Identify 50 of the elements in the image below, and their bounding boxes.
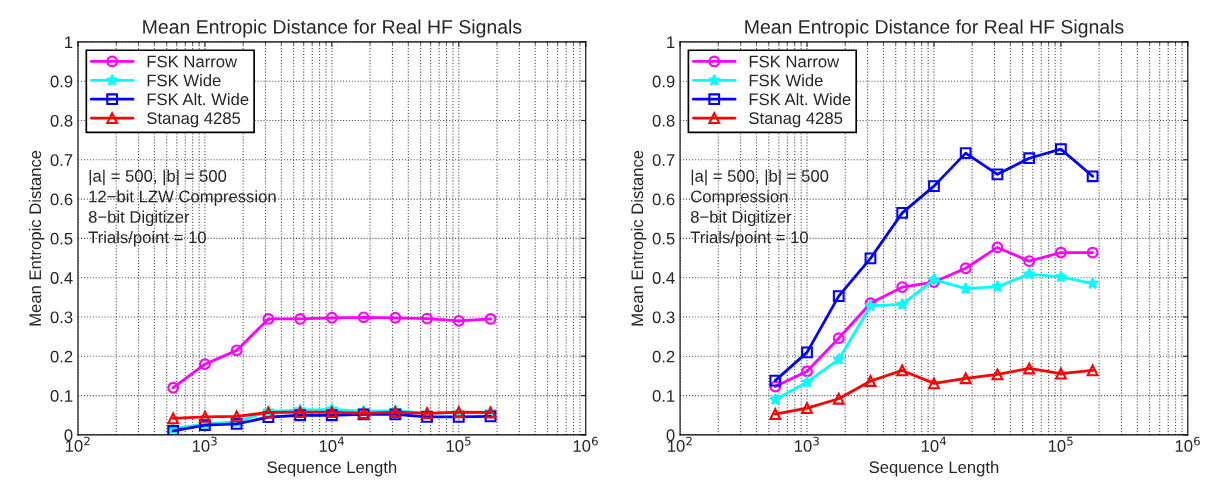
x-tick-label: 10$^{3}$	[794, 436, 819, 452]
annotation: 12−bit LZW Compression	[89, 190, 276, 206]
y-tick-label: 0.3	[652, 311, 675, 324]
x-axis-title: Sequence Length	[267, 460, 397, 477]
legend-label: FSK Alt. Wide	[749, 92, 851, 106]
chart-title: Mean Entropic Distance for Real HF Signals	[745, 19, 1124, 38]
legend-label: Stanag 4285	[749, 112, 843, 128]
y-tick-label: 0.5	[652, 232, 675, 245]
chart-title: Mean Entropic Distance for Real HF Signals	[143, 19, 522, 38]
y-tick-label: 0.8	[652, 114, 675, 127]
annotation: 8−bit Digitizer	[690, 210, 792, 227]
x-tick-label: 10$^{4}$	[319, 436, 344, 452]
x-tick-label: 10$^{5}$	[446, 436, 471, 452]
y-tick-label: 1	[667, 36, 675, 48]
legend-label: FSK Alt. Wide	[147, 92, 249, 106]
y-tick-label: 0.1	[652, 389, 675, 402]
legend-label: FSK Narrow	[749, 55, 840, 68]
legend-label: Stanag 4285	[147, 112, 241, 128]
x-tick-label: 10$^{4}$	[921, 436, 947, 452]
annotation: Trials/point = 10	[88, 231, 206, 247]
legend-label: FSK Wide	[749, 74, 823, 87]
legend-label: FSK Wide	[147, 74, 221, 87]
x-tick-label: 10$^{6}$	[573, 436, 598, 452]
y-tick-label: 0.8	[50, 114, 73, 127]
y-axis-title: Mean Entropic Distance	[630, 150, 647, 326]
annotation: Compression	[691, 190, 788, 206]
annotation: |a| = 500, |b| = 500	[89, 169, 227, 186]
x-tick-label: 10$^{6}$	[1175, 436, 1200, 452]
x-axis-title: Sequence Length	[869, 460, 999, 477]
y-tick-label: 0.4	[652, 272, 675, 284]
y-tick-label: 1	[65, 36, 73, 48]
y-tick-label: 0.2	[652, 350, 675, 363]
annotation: |a| = 500, |b| = 500	[691, 169, 829, 186]
y-tick-label: 0.4	[50, 272, 73, 284]
y-axis-title: Mean Entropic Distance	[28, 150, 45, 326]
y-tick-label: 0.9	[652, 75, 675, 88]
y-tick-label: 0.5	[50, 232, 73, 245]
y-tick-label: 0.2	[50, 350, 73, 363]
x-tick-label: 10$^{3}$	[192, 436, 217, 452]
y-tick-label: 0.7	[50, 154, 73, 166]
y-tick-label: 0.3	[50, 311, 73, 324]
y-tick-label: 0.9	[50, 75, 73, 88]
annotation: 8−bit Digitizer	[88, 210, 190, 227]
y-tick-label: 0.6	[50, 193, 73, 206]
annotation: Trials/point = 10	[690, 231, 808, 247]
y-tick-label: 0.6	[652, 193, 675, 206]
x-tick-label: 10$^{5}$	[1048, 436, 1073, 452]
legend-label: FSK Narrow	[147, 55, 238, 68]
y-tick-label: 0.7	[652, 154, 675, 166]
y-tick-label: 0.1	[50, 389, 73, 402]
